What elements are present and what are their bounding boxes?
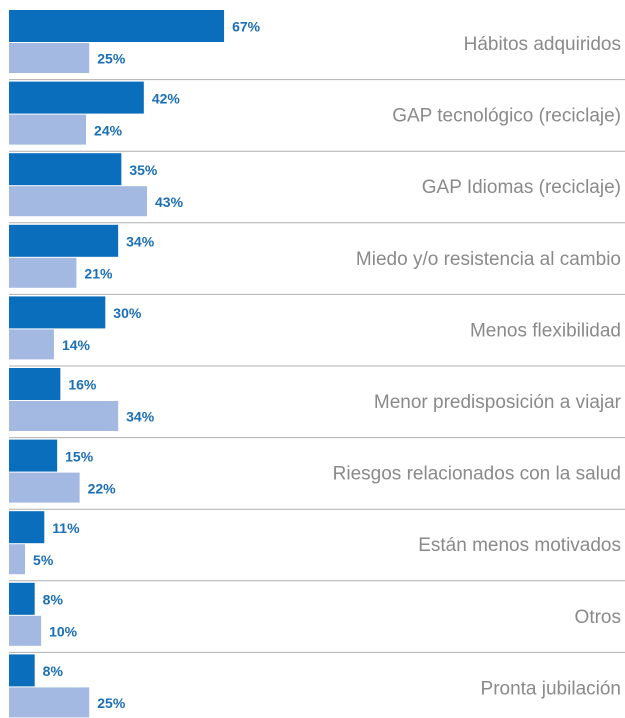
bar xyxy=(9,114,87,145)
bar xyxy=(9,582,35,615)
bar xyxy=(9,511,45,544)
category-label: GAP tecnológico (reciclaje) xyxy=(392,106,621,127)
value-label: 8% xyxy=(43,663,64,679)
bar xyxy=(9,81,144,114)
value-label: 25% xyxy=(97,51,126,67)
value-label: 21% xyxy=(84,266,113,282)
value-label: 15% xyxy=(65,448,94,464)
category-label: Están menos motivados xyxy=(418,535,621,556)
value-label: 8% xyxy=(43,592,64,608)
value-label: 16% xyxy=(68,377,97,393)
category-label: Hábitos adquiridos xyxy=(464,34,621,55)
bar xyxy=(9,472,80,503)
value-label: 43% xyxy=(155,194,184,210)
category-label: Riesgos relacionados con la salud xyxy=(333,464,621,485)
value-label: 34% xyxy=(126,234,155,250)
category-label: Menor predisposición a viajar xyxy=(374,392,622,413)
value-label: 25% xyxy=(97,695,126,711)
value-label: 5% xyxy=(33,552,54,568)
category-label: Otros xyxy=(575,607,621,628)
value-label: 11% xyxy=(52,520,80,536)
category-label: Menos flexibilidad xyxy=(470,320,621,341)
value-label: 22% xyxy=(88,480,117,496)
bar xyxy=(9,186,148,217)
bar xyxy=(9,654,35,687)
bar xyxy=(9,224,119,257)
value-label: 67% xyxy=(232,19,261,35)
bar xyxy=(9,329,54,360)
bar xyxy=(9,368,61,400)
bar xyxy=(9,296,106,329)
value-label: 35% xyxy=(129,162,158,178)
bar xyxy=(9,615,42,646)
bar xyxy=(9,43,90,73)
value-label: 30% xyxy=(113,305,142,321)
category-label: GAP Idiomas (reciclaje) xyxy=(422,177,621,198)
value-label: 10% xyxy=(49,624,78,640)
bar xyxy=(9,153,122,186)
bar xyxy=(9,10,225,42)
value-label: 24% xyxy=(94,122,123,138)
category-label: Miedo y/o resistencia al cambio xyxy=(356,249,621,270)
bar xyxy=(9,544,26,575)
value-label: 34% xyxy=(126,409,155,425)
bar xyxy=(9,257,77,288)
value-label: 42% xyxy=(152,90,181,106)
bar xyxy=(9,439,58,472)
bar xyxy=(9,687,90,718)
bar xyxy=(9,401,119,431)
value-label: 14% xyxy=(62,337,91,353)
category-label: Pronta jubilación xyxy=(481,678,621,699)
